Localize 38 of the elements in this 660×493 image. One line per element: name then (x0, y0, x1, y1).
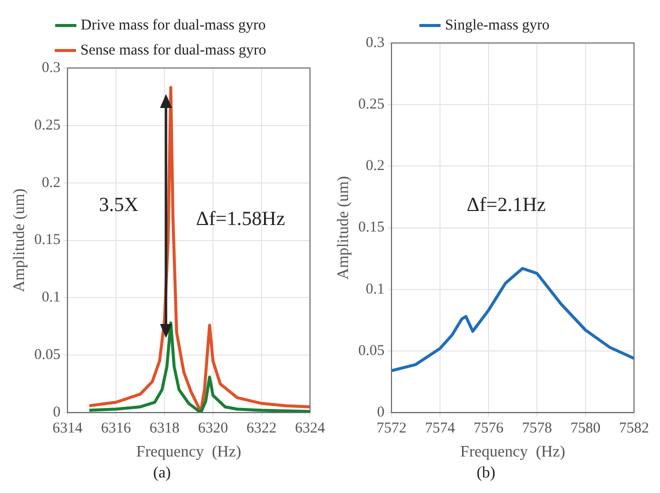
y-tick-label: 0.05 (358, 342, 384, 359)
text: (b) (476, 464, 496, 482)
annotation: Δf=1.58Hz (196, 208, 286, 230)
y-axis-title: Amplitude (um) (10, 188, 28, 292)
text: (a) (153, 464, 171, 482)
annotation: 3.5X (98, 194, 139, 216)
y-tick-label: 0.1 (42, 290, 60, 306)
x-tick-label: 7574 (424, 420, 456, 437)
y-tick-label: 0.2 (366, 158, 384, 174)
x-tick-label: 7582 (619, 420, 649, 437)
annotation: Δf=2.1Hz (466, 194, 546, 216)
y-tick-label: 0.15 (358, 220, 384, 236)
x-tick-label: 7580 (570, 420, 600, 437)
legend-label: Sense mass for dual-mass gyro (80, 42, 266, 58)
y-tick-label: 0.3 (366, 34, 384, 51)
x-tick-label: 6314 (52, 420, 83, 437)
x-tick-label: 6322 (246, 420, 276, 437)
y-tick-label: 0 (376, 404, 384, 421)
x-tick-label: 6324 (295, 420, 326, 437)
y-tick-label: 0 (52, 404, 60, 421)
y-tick-label: 0.3 (42, 60, 60, 76)
x-tick-label: 6320 (198, 420, 228, 437)
y-tick-label: 0.2 (42, 174, 60, 191)
y-axis-title: Amplitude (um) (334, 176, 352, 280)
y-tick-label: 0.1 (366, 281, 384, 298)
x-axis-title: Frequency (Hz) (460, 443, 566, 460)
x-tick-label: 6316 (100, 420, 132, 437)
x-axis-title: Frequency (Hz) (136, 443, 242, 460)
y-tick-label: 0.05 (34, 347, 60, 364)
legend-label: Drive mass for dual-mass gyro (80, 17, 266, 34)
x-tick-label: 7572 (376, 420, 406, 437)
y-tick-label: 0.25 (358, 96, 384, 113)
x-tick-label: 7578 (522, 420, 552, 437)
x-tick-label: 6318 (149, 420, 180, 437)
x-tick-label: 7576 (473, 420, 504, 437)
legend-label: Single-mass gyro (444, 17, 550, 34)
y-tick-label: 0.15 (34, 232, 60, 248)
y-tick-label: 0.25 (34, 117, 60, 134)
